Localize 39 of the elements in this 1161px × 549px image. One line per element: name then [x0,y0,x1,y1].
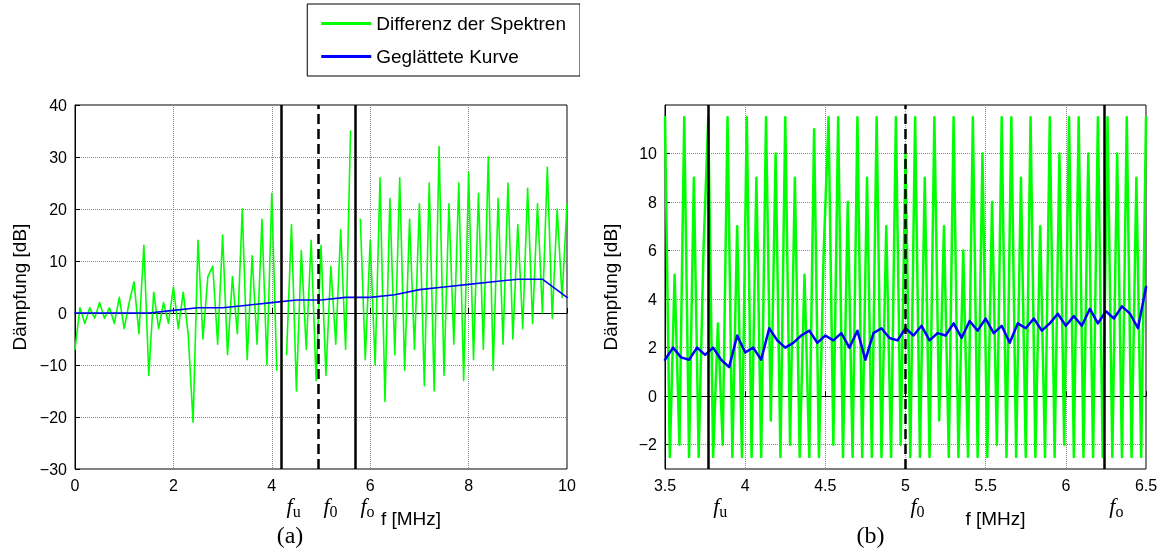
y-tick-label: −10 [39,356,68,374]
x-tick-label: 0 [70,476,80,494]
x-tick-label: 3.5 [653,476,677,494]
x-tick-label: 5 [901,476,911,494]
y-tick-label: 4 [648,290,658,308]
x-tick-label: 8 [464,476,474,494]
y-tick-label: 0 [648,387,658,405]
x-tick-label: 10 [558,476,576,494]
y-tick-label: 0 [58,304,68,322]
y-tick-label: −20 [39,408,68,426]
x-tick-label: 6.5 [1134,476,1158,494]
y-axis-title: Dämpfung [dB] [600,223,621,351]
legend-label: Geglättete Kurve [376,46,519,67]
text: (a) [276,522,304,548]
line-series [663,115,1148,459]
y-tick-label: 40 [49,96,68,114]
y-tick-label: 30 [49,148,68,166]
y-axis-title: Dämpfung [dB] [8,223,30,351]
x-tick-label: 6 [1061,476,1071,494]
legend-label: Differenz der Spektren [376,13,566,34]
y-tick-label: 20 [49,200,68,218]
x-tick-label: 4 [267,476,277,494]
x-tick-label: 5.5 [974,476,997,494]
y-tick-label: 8 [648,193,658,211]
x-tick-label: 4.5 [814,476,837,494]
y-tick-label: 10 [639,145,658,163]
x-axis-title: f [MHz] [965,508,1026,529]
y-tick-label: 2 [648,339,658,357]
x-axis-title: f [MHz] [380,508,442,529]
x-tick-label: 6 [365,476,375,494]
y-tick-label: 6 [648,242,658,260]
x-tick-label: 4 [740,476,750,494]
y-tick-label: −2 [638,436,658,454]
line-series [663,285,1148,369]
y-tick-label: 10 [49,252,68,270]
text: (b) [856,522,885,548]
y-tick-label: −30 [39,460,68,478]
x-tick-label: 2 [168,476,178,494]
line-series [74,278,568,314]
